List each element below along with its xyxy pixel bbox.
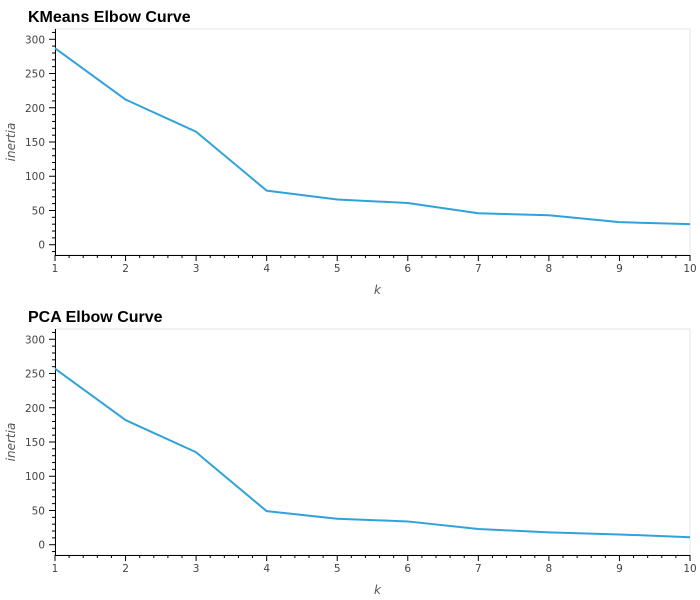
- y-axis-label: inertia: [4, 123, 18, 162]
- y-tick-label: 50: [32, 505, 45, 517]
- x-tick-label: 7: [475, 563, 482, 575]
- y-tick-label: 150: [25, 437, 45, 449]
- x-tick-label: 3: [193, 263, 200, 275]
- y-tick-label: 100: [25, 471, 45, 483]
- x-tick-label: 2: [122, 263, 129, 275]
- y-tick-label: 150: [25, 137, 45, 149]
- x-tick-label: 1: [52, 263, 59, 275]
- plot-frame: [54, 328, 691, 556]
- chart-title: KMeans Elbow Curve: [28, 9, 191, 26]
- x-tick-label: 2: [122, 563, 129, 575]
- y-tick-label: 0: [38, 240, 45, 252]
- x-tick-label: 5: [334, 563, 341, 575]
- series-line: [54, 367, 691, 539]
- x-tick-label: 6: [404, 563, 411, 575]
- x-tick-label: 9: [616, 563, 623, 575]
- chart-title: PCA Elbow Curve: [28, 309, 163, 326]
- x-axis-label: k: [374, 283, 382, 297]
- y-tick-label: 0: [38, 540, 45, 552]
- series-line: [54, 47, 691, 226]
- x-tick-label: 1: [52, 563, 59, 575]
- y-tick-label: 250: [25, 369, 45, 381]
- y-tick-label: 250: [25, 69, 45, 81]
- x-tick-label: 7: [475, 263, 482, 275]
- pca-elbow-chart: PCA Elbow Curve 0 50 100 150 200 250 300 1 2 3 4 5 6 7…: [0, 300, 700, 600]
- x-axis-label: k: [374, 583, 382, 597]
- x-tick-label: 8: [546, 563, 553, 575]
- y-tick-label: 200: [25, 103, 45, 115]
- y-tick-label: 300: [25, 334, 45, 346]
- kmeans-elbow-chart: KMeans Elbow Curve 0 50 100 150 200 250 300 1 2 3 4…: [4, 9, 697, 297]
- y-tick-label: 200: [25, 403, 45, 415]
- x-tick-label: 5: [334, 263, 341, 275]
- y-tick-label: 100: [25, 171, 45, 183]
- x-tick-label: 10: [683, 563, 696, 575]
- x-tick-label: 4: [263, 563, 270, 575]
- y-tick-label: 300: [25, 34, 45, 46]
- pca-elbow-svg: PCA Elbow Curve 0 50 100 150 200 250 300 1 2 3 4 5 6 7…: [4, 309, 697, 597]
- x-tick-label: 4: [263, 263, 270, 275]
- x-tick-label: 3: [193, 563, 200, 575]
- x-tick-label: 10: [683, 263, 696, 275]
- y-tick-label: 50: [32, 205, 45, 217]
- kmeans-elbow-svg: KMeans Elbow Curve 0 50 100 150 200 250 300 1 2 3 4…: [4, 9, 697, 297]
- x-tick-label: 6: [404, 263, 411, 275]
- x-tick-label: 8: [546, 263, 553, 275]
- y-axis-label: inertia: [4, 423, 18, 462]
- x-tick-label: 9: [616, 263, 623, 275]
- plot-frame: [54, 28, 691, 256]
